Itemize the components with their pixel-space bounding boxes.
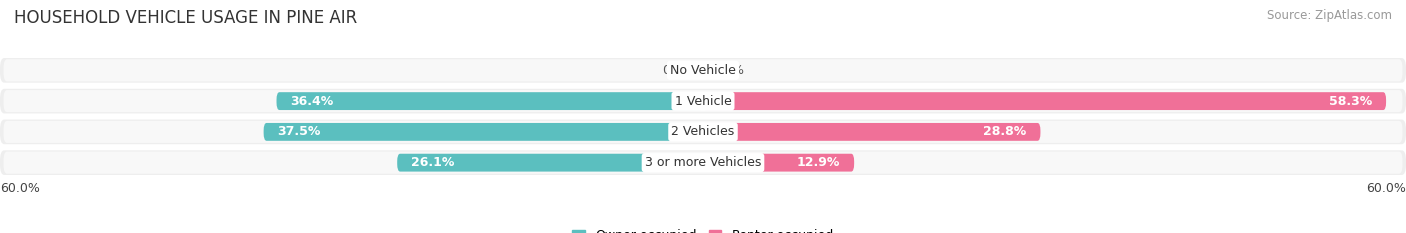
- Text: 60.0%: 60.0%: [1367, 182, 1406, 195]
- FancyBboxPatch shape: [703, 123, 1040, 141]
- Text: 58.3%: 58.3%: [1329, 95, 1372, 108]
- Legend: Owner-occupied, Renter-occupied: Owner-occupied, Renter-occupied: [568, 224, 838, 233]
- Text: 2 Vehicles: 2 Vehicles: [672, 125, 734, 138]
- FancyBboxPatch shape: [0, 150, 1406, 175]
- FancyBboxPatch shape: [0, 89, 1406, 113]
- FancyBboxPatch shape: [3, 59, 1403, 81]
- Text: No Vehicle: No Vehicle: [671, 64, 735, 77]
- Text: 1 Vehicle: 1 Vehicle: [675, 95, 731, 108]
- Text: HOUSEHOLD VEHICLE USAGE IN PINE AIR: HOUSEHOLD VEHICLE USAGE IN PINE AIR: [14, 9, 357, 27]
- Text: 37.5%: 37.5%: [278, 125, 321, 138]
- Text: 28.8%: 28.8%: [983, 125, 1026, 138]
- FancyBboxPatch shape: [398, 154, 703, 171]
- Text: 60.0%: 60.0%: [0, 182, 39, 195]
- FancyBboxPatch shape: [3, 90, 1403, 112]
- FancyBboxPatch shape: [277, 92, 703, 110]
- FancyBboxPatch shape: [703, 92, 1386, 110]
- Text: 36.4%: 36.4%: [291, 95, 333, 108]
- Text: 0.0%: 0.0%: [713, 64, 744, 77]
- Text: 0.0%: 0.0%: [662, 64, 693, 77]
- Text: 26.1%: 26.1%: [412, 156, 454, 169]
- Text: 12.9%: 12.9%: [797, 156, 841, 169]
- FancyBboxPatch shape: [703, 154, 855, 171]
- Text: 3 or more Vehicles: 3 or more Vehicles: [645, 156, 761, 169]
- FancyBboxPatch shape: [0, 58, 1406, 83]
- FancyBboxPatch shape: [0, 120, 1406, 144]
- FancyBboxPatch shape: [3, 152, 1403, 174]
- FancyBboxPatch shape: [264, 123, 703, 141]
- Text: Source: ZipAtlas.com: Source: ZipAtlas.com: [1267, 9, 1392, 22]
- FancyBboxPatch shape: [3, 121, 1403, 143]
